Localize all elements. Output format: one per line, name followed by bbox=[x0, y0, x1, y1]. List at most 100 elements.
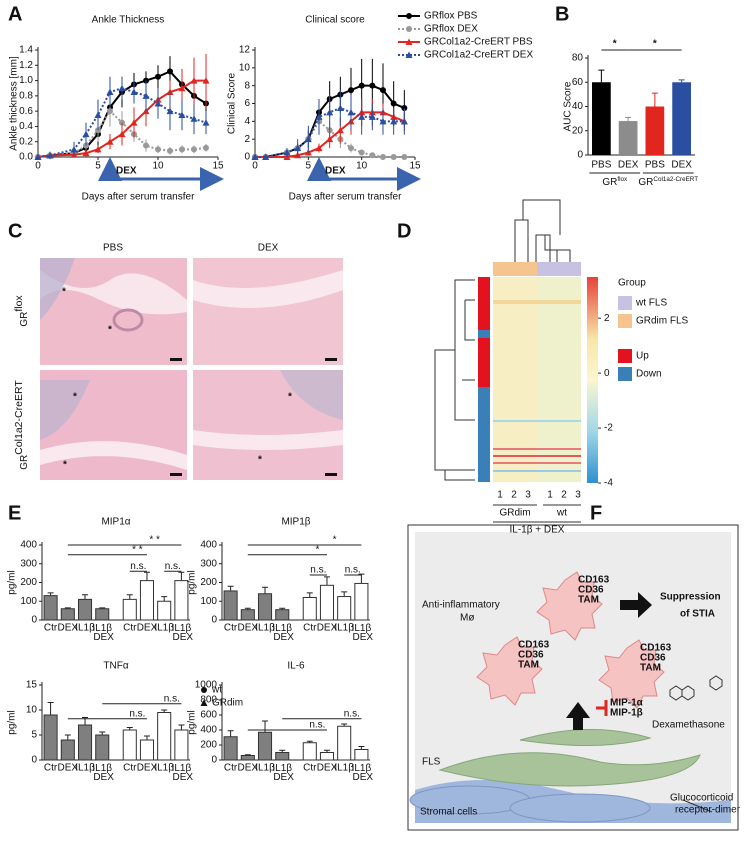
marker bbox=[82, 149, 90, 157]
diagram bbox=[407, 524, 739, 831]
legend-swatch bbox=[618, 367, 632, 381]
label-base: GR bbox=[19, 455, 30, 470]
bar bbox=[257, 731, 273, 761]
marker bbox=[118, 84, 126, 92]
x-tick-label: IL1β bbox=[75, 623, 95, 634]
x-tick-part: IL1β bbox=[272, 763, 292, 774]
diagram-text: MIP-1β bbox=[610, 708, 643, 719]
marker bbox=[130, 119, 138, 126]
y-tick-label: 0 bbox=[31, 615, 37, 626]
marker bbox=[166, 88, 174, 96]
marker bbox=[283, 149, 291, 156]
y-tick-label: 40 bbox=[572, 101, 584, 112]
histology-marker: * bbox=[62, 287, 66, 298]
bar bbox=[77, 598, 93, 621]
label-base: GR bbox=[638, 177, 653, 188]
marker bbox=[262, 153, 270, 160]
x-tick-label: 5 bbox=[306, 161, 312, 172]
marker bbox=[118, 130, 126, 138]
significance-label: n.s. bbox=[130, 561, 146, 572]
bar bbox=[43, 714, 58, 761]
column-label: 2 bbox=[511, 490, 517, 501]
marker bbox=[178, 84, 186, 92]
chart-title: MIP1β bbox=[281, 517, 310, 528]
x-tick-label: DEX bbox=[58, 763, 79, 774]
x-tick-label: IL1β bbox=[154, 623, 174, 634]
label-sup: Col1a2-CreERT bbox=[653, 176, 698, 183]
label-sup: Col1a2-CreERT bbox=[13, 380, 25, 455]
bar bbox=[157, 600, 172, 621]
chart-title: Clinical score bbox=[305, 15, 365, 26]
legend-title: Group bbox=[618, 278, 646, 289]
x-tick-part: IL1β bbox=[92, 763, 112, 774]
error-bar bbox=[143, 571, 150, 581]
panel-label: A bbox=[8, 3, 22, 25]
x-tick-label: Ctr bbox=[303, 623, 317, 634]
diagram-text: FLS bbox=[422, 757, 441, 768]
x-tick-label: 15 bbox=[409, 161, 421, 172]
colorbar-label: 0 bbox=[604, 368, 610, 379]
diagram-text: receptor-dimer bbox=[675, 805, 741, 816]
x-tick-label: DEX bbox=[671, 160, 692, 171]
diagram-text: CD163 bbox=[518, 640, 550, 651]
error-bar bbox=[126, 594, 133, 600]
y-tick-label: 4 bbox=[244, 116, 250, 127]
significance-label: n.s. bbox=[309, 720, 325, 731]
marker bbox=[106, 138, 114, 145]
bar bbox=[77, 724, 93, 761]
error-bar bbox=[306, 592, 313, 598]
x-tick-label: DEX bbox=[618, 160, 639, 171]
error-bar bbox=[227, 585, 234, 591]
marker bbox=[380, 87, 386, 94]
marker bbox=[179, 146, 185, 153]
bar bbox=[174, 580, 189, 621]
x-tick-label: IL1β bbox=[334, 623, 354, 634]
bar bbox=[139, 580, 155, 621]
histology-images bbox=[40, 258, 343, 480]
y-tick-label: 400 bbox=[20, 540, 37, 551]
x-tick-label: Ctr bbox=[44, 623, 58, 634]
bar bbox=[223, 590, 238, 621]
x-tick-label: IL1β bbox=[75, 763, 95, 774]
diagram-text: Mø bbox=[460, 613, 474, 624]
y-tick-label: 60 bbox=[572, 77, 584, 88]
y-tick-label: 400 bbox=[200, 540, 217, 551]
marker bbox=[190, 77, 198, 84]
diagram-text: Glucocorticoid bbox=[670, 793, 733, 804]
y-tick-label: 600 bbox=[200, 710, 217, 721]
diagram-text: Stromal cells bbox=[420, 807, 477, 818]
legend-label: wt FLS bbox=[635, 298, 667, 309]
diagram-text: of STIA bbox=[680, 609, 715, 620]
x-tick-label: DEX bbox=[238, 763, 259, 774]
bar bbox=[337, 596, 352, 621]
diagram-text: CD163 bbox=[640, 643, 672, 654]
marker bbox=[336, 104, 344, 111]
series-line bbox=[37, 87, 207, 158]
marker bbox=[358, 82, 365, 89]
histology-marker: * bbox=[63, 460, 67, 471]
x-tick-label: 10 bbox=[152, 161, 164, 172]
error-bar bbox=[651, 92, 658, 107]
marker bbox=[406, 13, 412, 19]
bar bbox=[275, 752, 290, 761]
marker bbox=[200, 699, 208, 706]
error-bar bbox=[227, 730, 234, 737]
y-tick-label: 0 bbox=[211, 615, 217, 626]
column-label: 2 bbox=[561, 490, 567, 501]
x-tick-label: Ctr bbox=[224, 763, 238, 774]
marker bbox=[336, 126, 344, 134]
significance-label: * * bbox=[149, 535, 160, 546]
y-axis-label: Clinical Score bbox=[227, 72, 238, 134]
y-tick-label: 5 bbox=[31, 730, 37, 741]
column-label: PBS bbox=[103, 243, 123, 254]
significance-label: n.s. bbox=[344, 708, 360, 719]
y-tick-label: 0 bbox=[244, 152, 250, 163]
histology-marker: * bbox=[108, 325, 112, 336]
significance-label: * bbox=[653, 39, 657, 50]
x-tick-part: DEX bbox=[91, 632, 115, 643]
y-tick-label: 1.0 bbox=[19, 75, 33, 86]
bar bbox=[354, 749, 369, 761]
x-tick-label: Ctr bbox=[123, 623, 137, 634]
y-tick-label: 100 bbox=[200, 596, 217, 607]
